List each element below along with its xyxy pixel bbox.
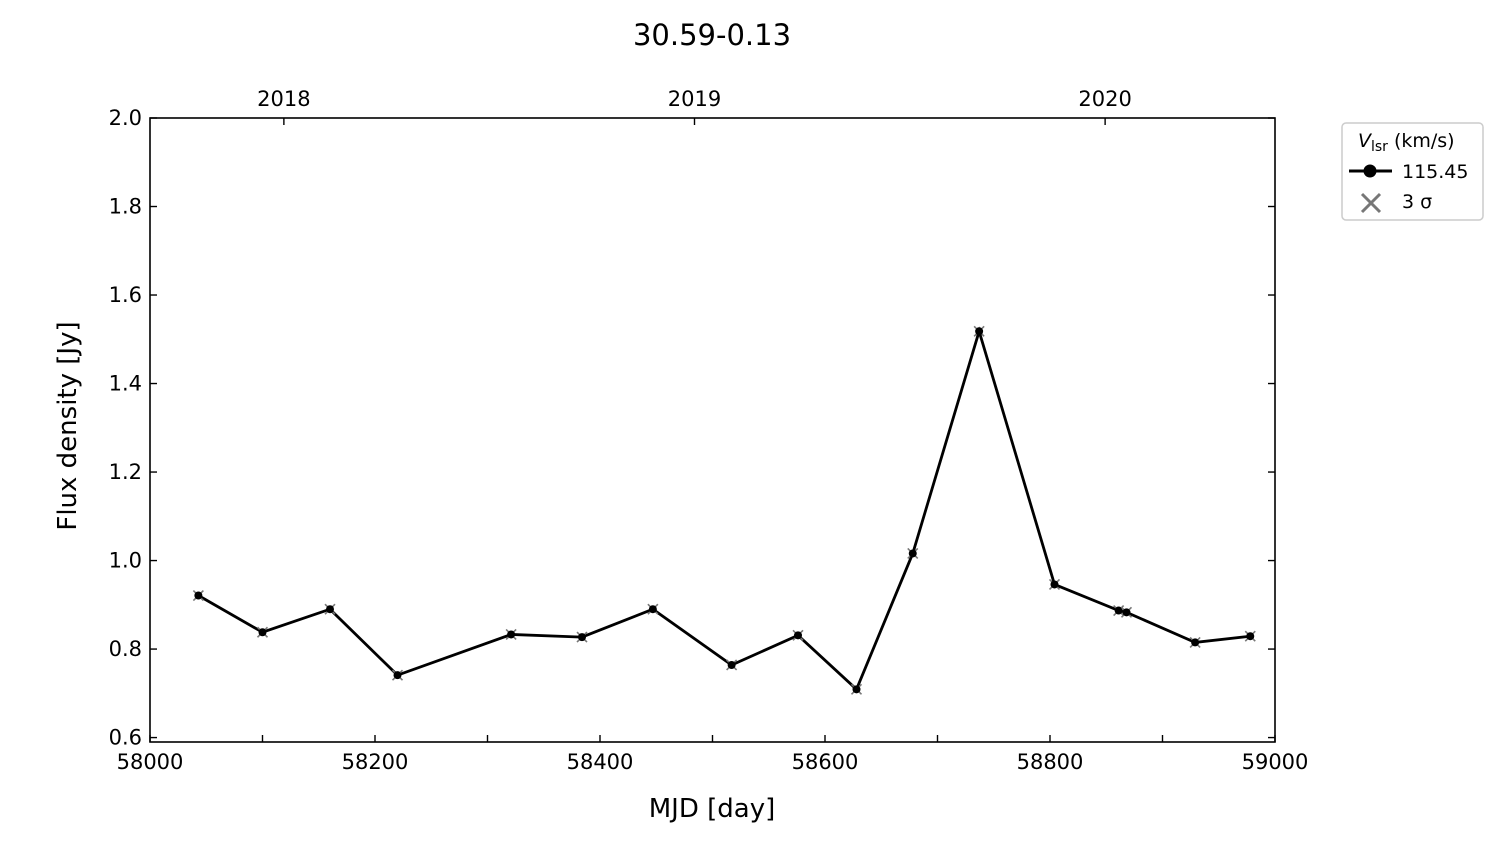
data-point	[1246, 632, 1255, 641]
top-year-label: 2020	[1078, 87, 1131, 111]
data-point	[794, 631, 802, 640]
data-point	[507, 630, 516, 639]
legend: Vlsr (km/s) 115.45 3 σ	[1341, 122, 1484, 221]
legend-cross-icon	[1360, 192, 1382, 214]
data-point	[908, 549, 917, 558]
x-tick-label: 58000	[117, 750, 184, 774]
data-point	[648, 605, 657, 614]
legend-entry-3sigma: 3 σ	[1402, 191, 1432, 213]
legend-marker-icon	[1363, 164, 1377, 178]
data-point	[578, 633, 586, 642]
x-tick-label: 58800	[1017, 750, 1084, 774]
y-tick-label: 0.6	[109, 726, 142, 750]
data-point	[258, 628, 267, 637]
y-tick-label: 2.0	[109, 106, 142, 130]
y-tick-label: 1.8	[109, 195, 142, 219]
x-axis-label: MJD [day]	[649, 794, 776, 824]
y-axis-label: Flux density [Jy]	[53, 321, 83, 530]
top-year-label: 2019	[668, 87, 721, 111]
data-point	[727, 660, 736, 669]
data-point	[1050, 580, 1059, 589]
legend-title: Vlsr (km/s)	[1358, 130, 1455, 155]
y-tick-label: 1.4	[109, 372, 142, 396]
y-tick-label: 1.2	[109, 460, 142, 484]
data-point	[1122, 608, 1131, 617]
y-tick-label: 1.0	[109, 549, 142, 573]
axes-frame	[149, 117, 1276, 743]
legend-entry-series: 115.45	[1402, 161, 1468, 183]
data-point	[194, 591, 203, 600]
y-tick-label: 0.8	[109, 637, 142, 661]
x-tick-label: 58200	[342, 750, 409, 774]
x-tick-label: 58400	[567, 750, 634, 774]
data-point	[1191, 638, 1200, 647]
series-line	[197, 326, 1251, 692]
x-tick-label: 59000	[1242, 750, 1309, 774]
plot-area	[192, 325, 1256, 695]
axes: 58000 58200 58400 58600 58800 59000 0.6 0.8 1.0 1…	[109, 87, 1309, 774]
data-point	[852, 685, 861, 694]
data-point	[393, 671, 402, 680]
data-point	[326, 605, 334, 614]
top-year-label: 2018	[257, 87, 310, 111]
y-tick-label: 1.6	[109, 283, 142, 307]
x-tick-label: 58600	[792, 750, 859, 774]
chart-title: 30.59-0.13	[633, 18, 791, 52]
data-point	[975, 327, 984, 336]
data-point	[1114, 606, 1123, 615]
